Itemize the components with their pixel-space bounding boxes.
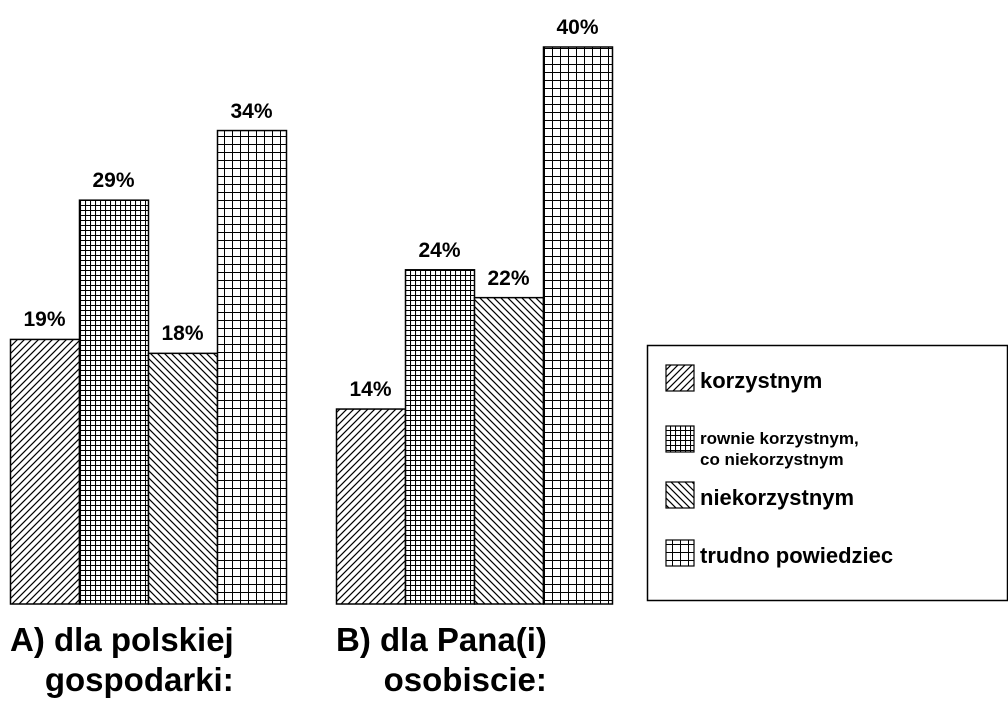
value-label: 34% xyxy=(230,99,273,123)
legend-box xyxy=(646,344,1008,602)
bar xyxy=(9,338,81,605)
legend-label: rownie korzystnym, co niekorzystnym xyxy=(700,429,859,469)
legend-label: niekorzystnym xyxy=(700,485,855,510)
legend-swatch xyxy=(665,425,695,453)
bar xyxy=(147,352,219,605)
bar xyxy=(335,408,407,605)
bar xyxy=(404,269,476,605)
value-label: 24% xyxy=(418,238,461,262)
value-label: 14% xyxy=(349,378,392,402)
legend-swatch xyxy=(665,364,695,392)
bar xyxy=(216,129,288,605)
bar xyxy=(542,46,614,605)
legend-label: korzystnym xyxy=(700,368,823,393)
value-label: 19% xyxy=(23,308,66,332)
legend-swatch xyxy=(665,481,695,509)
value-label: 29% xyxy=(92,169,135,193)
category-label: B) dla Pana(i) osobiscie: xyxy=(336,621,547,698)
value-label: 18% xyxy=(161,322,204,346)
category-label: A) dla polskiej gospodarki: xyxy=(10,621,234,698)
value-label: 22% xyxy=(487,266,530,290)
legend-label: trudno powiedziec xyxy=(700,543,894,568)
legend-swatch xyxy=(665,539,695,567)
value-label: 40% xyxy=(556,16,599,39)
bar xyxy=(473,296,545,605)
bar xyxy=(78,199,150,605)
